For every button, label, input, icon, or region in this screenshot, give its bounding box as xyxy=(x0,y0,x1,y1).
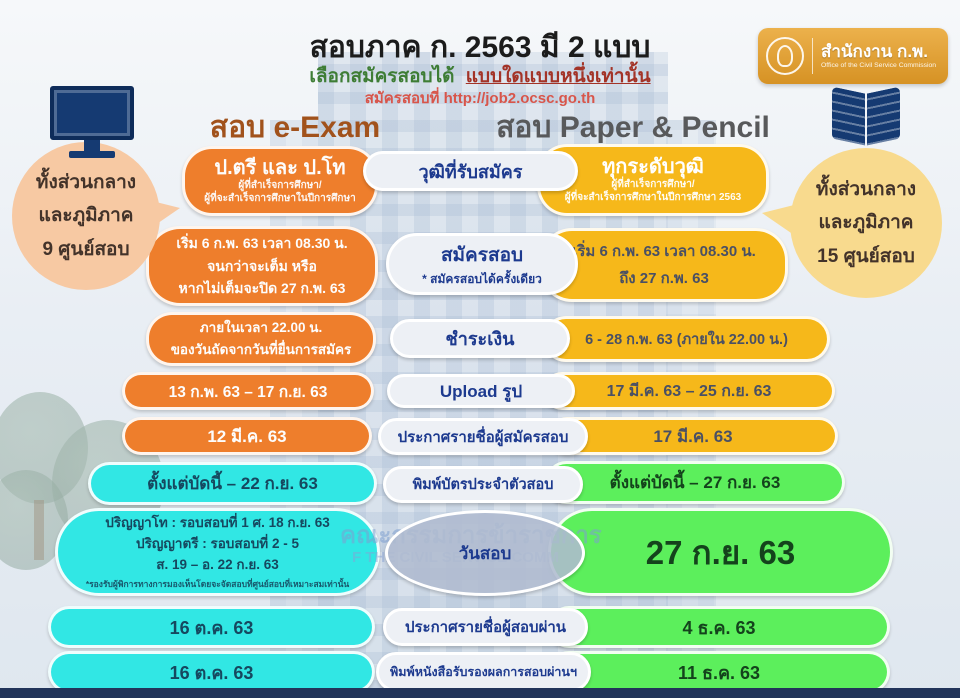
eexam-centers-bubble: ทั้งส่วนกลาง และภูมิภาค 9 ศูนย์สอบ xyxy=(12,142,160,290)
paper-print-ticket-period: ตั้งแต่บัดนี้ – 27 ก.ย. 63 xyxy=(545,461,845,504)
column-title-paper: สอบ Paper & Pencil xyxy=(496,111,770,144)
eexam-exam-dates: ปริญญาโท : รอบสอบที่ 1 ศ. 18 ก.ย. 63 ปริ… xyxy=(55,508,380,596)
eexam-centers-count: 9 ศูนย์สอบ xyxy=(42,238,130,260)
eexam-upload-period: 13 ก.พ. 63 – 17 ก.ย. 63 xyxy=(122,372,374,410)
eexam-centers-line: ทั้งส่วนกลาง xyxy=(35,172,137,194)
paper-centers-line: และภูมิภาค xyxy=(818,212,914,234)
paper-qualification-main: ทุกระดับวุฒิ xyxy=(602,155,704,178)
exam-date-footnote: *รองรับผู้พิการทางการมองเห็นโดยจะจัดสอบท… xyxy=(85,578,350,589)
eexam-payment-period: ภายในเวลา 22.00 น. ของวันถัดจากวันที่ยื่… xyxy=(146,312,376,366)
paper-pass-announce-date: 4 ธ.ค. 63 xyxy=(548,606,890,648)
row-label-upload: Upload รูป xyxy=(387,374,575,408)
paper-centers-bubble: ทั้งส่วนกลาง และภูมิภาค 15 ศูนย์สอบ xyxy=(790,148,942,298)
paper-centers-count: 15 ศูนย์สอบ xyxy=(817,245,915,267)
row-label-exam-date: วันสอบ xyxy=(385,510,585,596)
row-label-applicant-announce: ประกาศรายชื่อผู้สมัครสอบ xyxy=(378,418,588,455)
agency-name-th: สำนักงาน ก.พ. xyxy=(821,42,928,62)
subtitle-emphasis: แบบใดแบบหนึ่งเท่านั้น xyxy=(465,66,651,87)
paper-payment-period: 6 - 28 ก.พ. 63 (ภายใน 22.00 น.) xyxy=(543,316,830,362)
paper-print-certificate-date: 11 ธ.ค. 63 xyxy=(548,651,890,693)
opm-emblem-icon xyxy=(766,37,804,75)
column-title-eexam: สอบ e-Exam xyxy=(209,111,381,144)
row-label-registration: สมัครสอบ * สมัครสอบได้ครั้งเดียว xyxy=(386,233,578,295)
eexam-qualification-sub: ผู้ที่สำเร็จการศึกษา/ xyxy=(238,179,322,191)
paper-applicant-announce-date: 17 มี.ค. 63 xyxy=(548,417,838,455)
paper-registration-period: เริ่ม 6 ก.พ. 63 เวลา 08.30 น. ถึง 27 ก.พ… xyxy=(540,228,788,302)
agency-badge: สำนักงาน ก.พ. Office of the Civil Servic… xyxy=(758,28,948,84)
paper-upload-period: 17 มี.ค. 63 – 25 ก.ย. 63 xyxy=(543,372,835,410)
eexam-applicant-announce-date: 12 มี.ค. 63 xyxy=(122,417,372,455)
eexam-centers-line: และภูมิภาค xyxy=(38,205,134,227)
eexam-qualification-sub: ผู้ที่จะสำเร็จการศึกษาในปีการศึกษา xyxy=(204,193,356,204)
eexam-print-ticket-period: ตั้งแต่บัดนี้ – 22 ก.ย. 63 xyxy=(88,462,377,505)
eexam-qualification-main: ป.ตรี และ ป.โท xyxy=(214,156,346,179)
tree-trunk xyxy=(34,500,44,560)
apply-url-line[interactable]: สมัครสอบที่ http://job2.ocsc.go.th xyxy=(364,90,596,107)
eexam-registration-period: เริ่ม 6 ก.พ. 63 เวลา 08.30 น. จนกว่าจะเต… xyxy=(146,226,378,306)
page-title: สอบภาค ก. 2563 มี 2 แบบ xyxy=(309,31,651,64)
paper-qualification-sub: ผู้ที่จะสำเร็จการศึกษาในปีการศึกษา 2563 xyxy=(564,192,742,203)
badge-divider xyxy=(812,38,813,74)
row-label-print-certificate: พิมพ์หนังสือรับรองผลการสอบผ่านฯ xyxy=(376,652,591,692)
agency-name-en: Office of the Civil Service Commission xyxy=(821,61,937,69)
row-label-pass-announce: ประกาศรายชื่อผู้สอบผ่าน xyxy=(383,608,588,646)
paper-qualification-sub: ผู้ที่สำเร็จการศึกษา/ xyxy=(611,178,695,190)
paper-centers-line: ทั้งส่วนกลาง xyxy=(815,179,917,201)
bottom-bar xyxy=(0,688,960,698)
eexam-pass-announce-date: 16 ต.ค. 63 xyxy=(48,606,375,648)
row-label-qualification: วุฒิที่รับสมัคร xyxy=(363,151,578,191)
computer-monitor-icon xyxy=(50,86,134,158)
row-label-print-ticket: พิมพ์บัตรประจำตัวสอบ xyxy=(383,466,583,503)
eexam-print-certificate-date: 16 ต.ค. 63 xyxy=(48,651,375,693)
registration-note: * สมัครสอบได้ครั้งเดียว xyxy=(422,271,542,286)
eexam-qualification: ป.ตรี และ ป.โท ผู้ที่สำเร็จการศึกษา/ ผู้… xyxy=(182,146,378,216)
row-label-payment: ชำระเงิน xyxy=(390,319,570,358)
page-subtitle: เลือกสมัครสอบได้ แบบใดแบบหนึ่งเท่านั้น xyxy=(0,61,960,91)
subtitle-prefix: เลือกสมัครสอบได้ xyxy=(309,66,455,87)
paper-exam-date: 27 ก.ย. 63 xyxy=(548,508,893,596)
